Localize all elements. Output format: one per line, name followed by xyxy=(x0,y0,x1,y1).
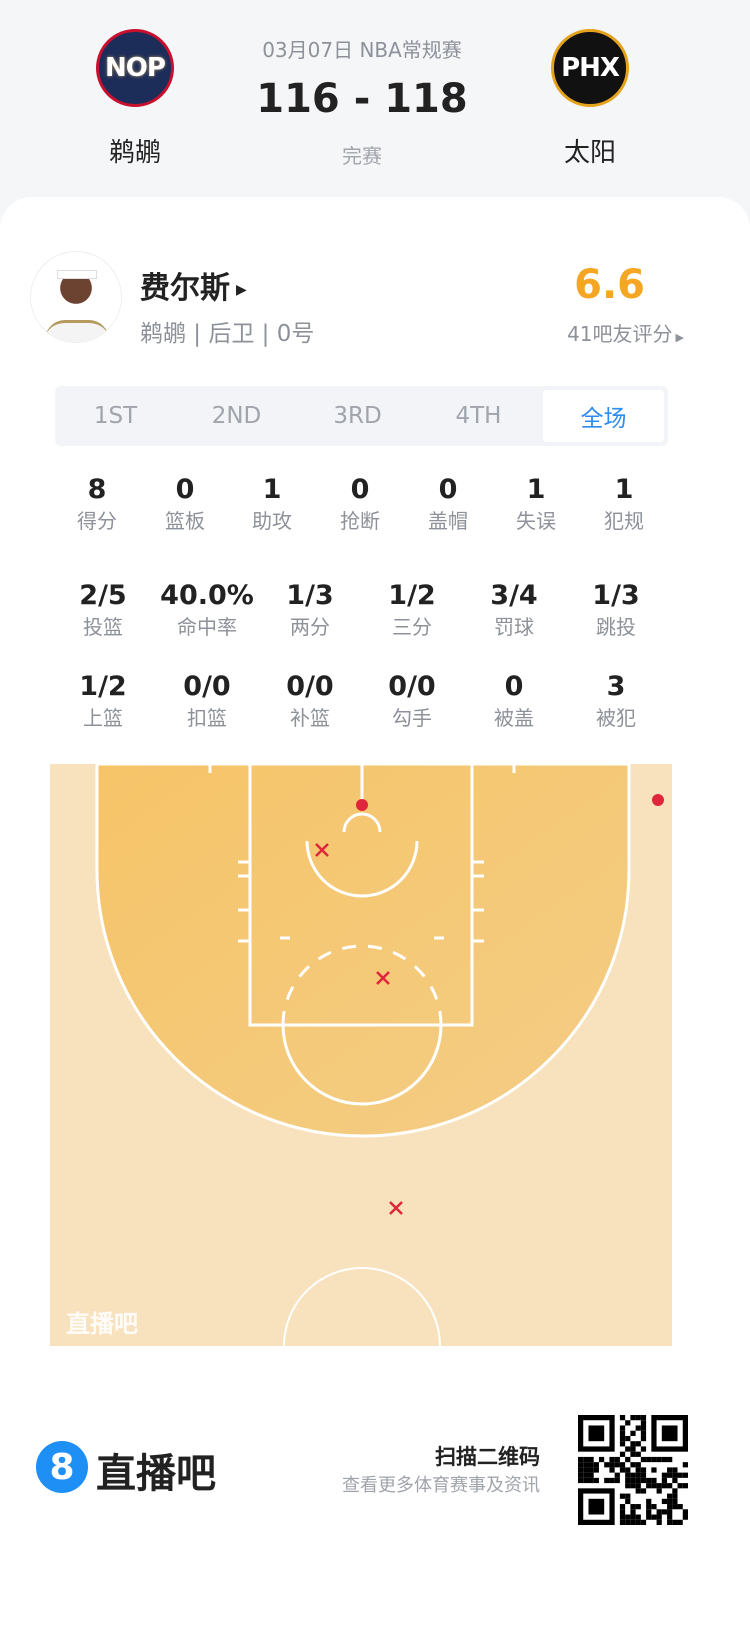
stat-stats-row1-3: 0 抢断 xyxy=(310,474,410,536)
stat-label: 篮板 xyxy=(165,509,205,533)
brand-logo: 8 xyxy=(36,1441,88,1493)
match-status: 完赛 xyxy=(342,144,382,168)
stat-label: 得分 xyxy=(77,509,117,533)
rating-link[interactable]: 41吧友评分 ▶ xyxy=(567,318,684,347)
shot-chart: 直播吧 xyxy=(50,764,672,1346)
missed-shot-marker xyxy=(389,1201,403,1215)
stat-stats-row1-0: 8 得分 xyxy=(47,474,147,536)
stat-value: 0 xyxy=(175,474,195,505)
tab-2nd[interactable]: 2ND xyxy=(211,403,262,429)
stat-value: 0/0 xyxy=(183,671,231,702)
stat-value: 1 xyxy=(614,474,634,505)
stat-stats-row3-2: 0/0 补篮 xyxy=(260,671,360,733)
stat-value: 3 xyxy=(606,671,626,702)
stat-label: 犯规 xyxy=(604,509,644,533)
stat-stats-row2-0: 2/5 投篮 xyxy=(53,580,153,642)
stat-label: 跳投 xyxy=(596,615,636,639)
player-name: 费尔斯 xyxy=(140,271,230,306)
qr-subtitle: 查看更多体育赛事及资讯 xyxy=(342,1475,540,1496)
home-team-name[interactable]: 鹈鹕 xyxy=(108,138,161,168)
stat-label: 投篮 xyxy=(83,615,123,639)
watermark: 直播吧 xyxy=(66,1310,138,1338)
stat-value: 3/4 xyxy=(490,580,538,611)
stat-stats-row3-3: 0/0 勾手 xyxy=(362,671,462,733)
stat-value: 1 xyxy=(526,474,546,505)
stat-stats-row1-1: 0 篮板 xyxy=(135,474,235,536)
away-team-name[interactable]: 太阳 xyxy=(563,138,616,168)
stat-value: 1 xyxy=(262,474,282,505)
missed-shot-marker xyxy=(376,971,390,985)
stat-stats-row3-5: 3 被犯 xyxy=(566,671,666,733)
stat-stats-row2-3: 1/2 三分 xyxy=(362,580,462,642)
stat-value: 1/3 xyxy=(592,580,640,611)
player-name-link[interactable]: 费尔斯 ▶ xyxy=(140,263,247,307)
period-tabs: 1ST 2ND 3RD 4TH 全场 xyxy=(55,386,668,446)
stat-value: 40.0% xyxy=(160,580,254,611)
match-score: 116 - 118 xyxy=(256,76,468,122)
tab-3rd[interactable]: 3RD xyxy=(333,403,382,429)
stat-label: 勾手 xyxy=(392,706,432,730)
stat-value: 0/0 xyxy=(388,671,436,702)
player-rating: 6.6 xyxy=(574,262,645,308)
qr-code[interactable] xyxy=(578,1415,688,1525)
stat-stats-row1-4: 0 盖帽 xyxy=(398,474,498,536)
stat-value: 0 xyxy=(504,671,524,702)
three-point-area xyxy=(95,764,631,1138)
stat-stats-row3-4: 0 被盖 xyxy=(464,671,564,733)
match-date-league: 03月07日 NBA常规赛 xyxy=(262,38,462,62)
stat-label: 罚球 xyxy=(494,615,534,639)
caret-right-icon: ▶ xyxy=(236,281,247,298)
stat-label: 助攻 xyxy=(252,509,292,533)
stat-stats-row1-2: 1 助攻 xyxy=(222,474,322,536)
stat-value: 0/0 xyxy=(286,671,334,702)
stat-label: 三分 xyxy=(392,615,432,639)
headband xyxy=(57,270,97,279)
stat-label: 被犯 xyxy=(596,706,636,730)
stat-label: 被盖 xyxy=(494,706,534,730)
home-team-logo[interactable]: NOP xyxy=(96,29,174,107)
tab-full-game[interactable]: 全场 xyxy=(543,390,664,442)
player-info: 鹈鹕 | 后卫 | 0号 xyxy=(140,321,315,347)
made-shot-marker xyxy=(356,799,368,811)
stat-stats-row2-1: 40.0% 命中率 xyxy=(157,580,257,642)
stat-value: 0 xyxy=(350,474,370,505)
stat-label: 抢断 xyxy=(340,509,380,533)
court-lines xyxy=(208,764,516,1346)
stat-value: 0 xyxy=(438,474,458,505)
made-shot-marker xyxy=(652,794,664,806)
stat-value: 1/3 xyxy=(286,580,334,611)
stat-label: 盖帽 xyxy=(428,509,468,533)
stat-label: 扣篮 xyxy=(187,706,227,730)
stat-label: 失误 xyxy=(516,509,556,533)
stat-value: 1/2 xyxy=(79,671,127,702)
stat-label: 命中率 xyxy=(177,615,237,639)
away-team-logo[interactable]: PHX xyxy=(551,29,629,107)
missed-shot-marker xyxy=(315,843,329,857)
stat-label: 两分 xyxy=(290,615,330,639)
stat-stats-row1-5: 1 失误 xyxy=(486,474,586,536)
stat-label: 补篮 xyxy=(290,706,330,730)
tab-1st[interactable]: 1ST xyxy=(93,403,138,429)
stat-value: 8 xyxy=(87,474,107,505)
stat-value: 1/2 xyxy=(388,580,436,611)
shots-layer xyxy=(315,794,664,1215)
brand-name: 直播吧 xyxy=(96,1451,216,1497)
tab-4th[interactable]: 4TH xyxy=(455,403,502,429)
jersey xyxy=(45,320,109,342)
stat-stats-row3-0: 1/2 上篮 xyxy=(53,671,153,733)
rating-label: 41吧友评分 xyxy=(567,322,673,346)
stat-value: 2/5 xyxy=(79,580,127,611)
qr-title: 扫描二维码 xyxy=(435,1445,540,1469)
player-avatar[interactable] xyxy=(30,251,122,343)
stat-stats-row2-2: 1/3 两分 xyxy=(260,580,360,642)
caret-right-icon: ▶ xyxy=(675,331,684,344)
stat-stats-row1-6: 1 犯规 xyxy=(574,474,674,536)
stat-stats-row2-4: 3/4 罚球 xyxy=(464,580,564,642)
stat-stats-row2-5: 1/3 跳投 xyxy=(566,580,666,642)
stat-label: 上篮 xyxy=(83,706,123,730)
stat-stats-row3-1: 0/0 扣篮 xyxy=(157,671,257,733)
